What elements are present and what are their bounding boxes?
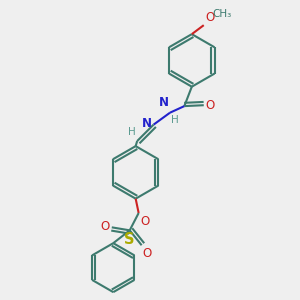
Text: O: O (140, 214, 149, 227)
Text: O: O (143, 247, 152, 260)
Text: O: O (205, 11, 214, 24)
Text: O: O (206, 99, 215, 112)
Text: H: H (128, 128, 136, 137)
Text: H: H (171, 115, 179, 125)
Text: N: N (142, 117, 152, 130)
Text: O: O (101, 220, 110, 232)
Text: CH₃: CH₃ (212, 9, 231, 19)
Text: N: N (159, 96, 169, 109)
Text: S: S (124, 232, 135, 247)
